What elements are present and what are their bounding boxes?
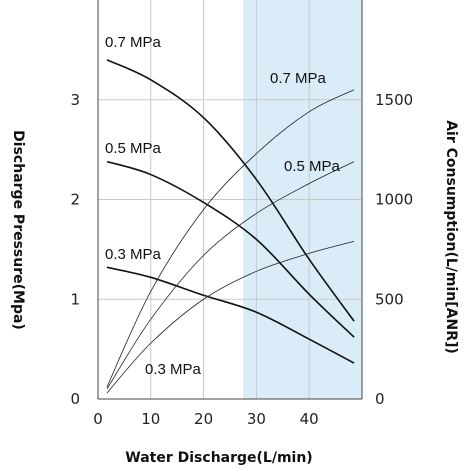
left-axis-title: Discharge Pressure(Mpa)	[10, 130, 26, 330]
pressure-curve-3	[106, 266, 355, 364]
y-left-tick-label: 1	[70, 290, 80, 308]
grid-lines	[98, 0, 362, 399]
pressure-curve-1	[106, 59, 355, 322]
y-right-tick-label: 0	[375, 390, 385, 408]
pressure-curve-label: 0.7 MPa	[105, 34, 162, 51]
right-axis-title: Air Consumption(L/min[ANR])	[443, 120, 459, 354]
y-left-tick-label: 2	[70, 191, 80, 209]
air-curve-1	[106, 89, 355, 388]
x-tick-label: 40	[300, 410, 319, 428]
pressure-curve-label: 0.5 MPa	[105, 140, 162, 157]
air-curve-label: 0.3 MPa	[145, 361, 202, 378]
x-tick-label: 20	[194, 410, 213, 428]
y-left-tick-label: 0	[70, 390, 80, 408]
y-left-tick-label: 3	[70, 91, 80, 109]
curve-labels: 0.7 MPa 0.5 MPa 0.3 MPa 0.7 MPa 0.5 MPa 0.3 M…	[105, 34, 341, 378]
y-right-tick-label: 1500	[375, 91, 413, 109]
air-curve-label: 0.5 MPa	[284, 158, 341, 175]
y-right-tick-label: 500	[375, 290, 404, 308]
air-curve-label: 0.7 MPa	[270, 70, 327, 87]
x-axis-title: Water Discharge(L/min)	[125, 450, 312, 466]
air-curve-3	[106, 241, 355, 394]
data-curves	[106, 59, 355, 394]
plot-frame	[97, 0, 363, 400]
pressure-curve-2	[106, 160, 355, 338]
x-tick-label: 0	[93, 410, 103, 428]
y-right-tick-label: 1000	[375, 191, 413, 209]
x-tick-label: 30	[247, 410, 266, 428]
x-tick-label: 10	[141, 410, 160, 428]
air-curve-2	[106, 161, 355, 390]
pressure-curve-label: 0.3 MPa	[105, 246, 162, 263]
